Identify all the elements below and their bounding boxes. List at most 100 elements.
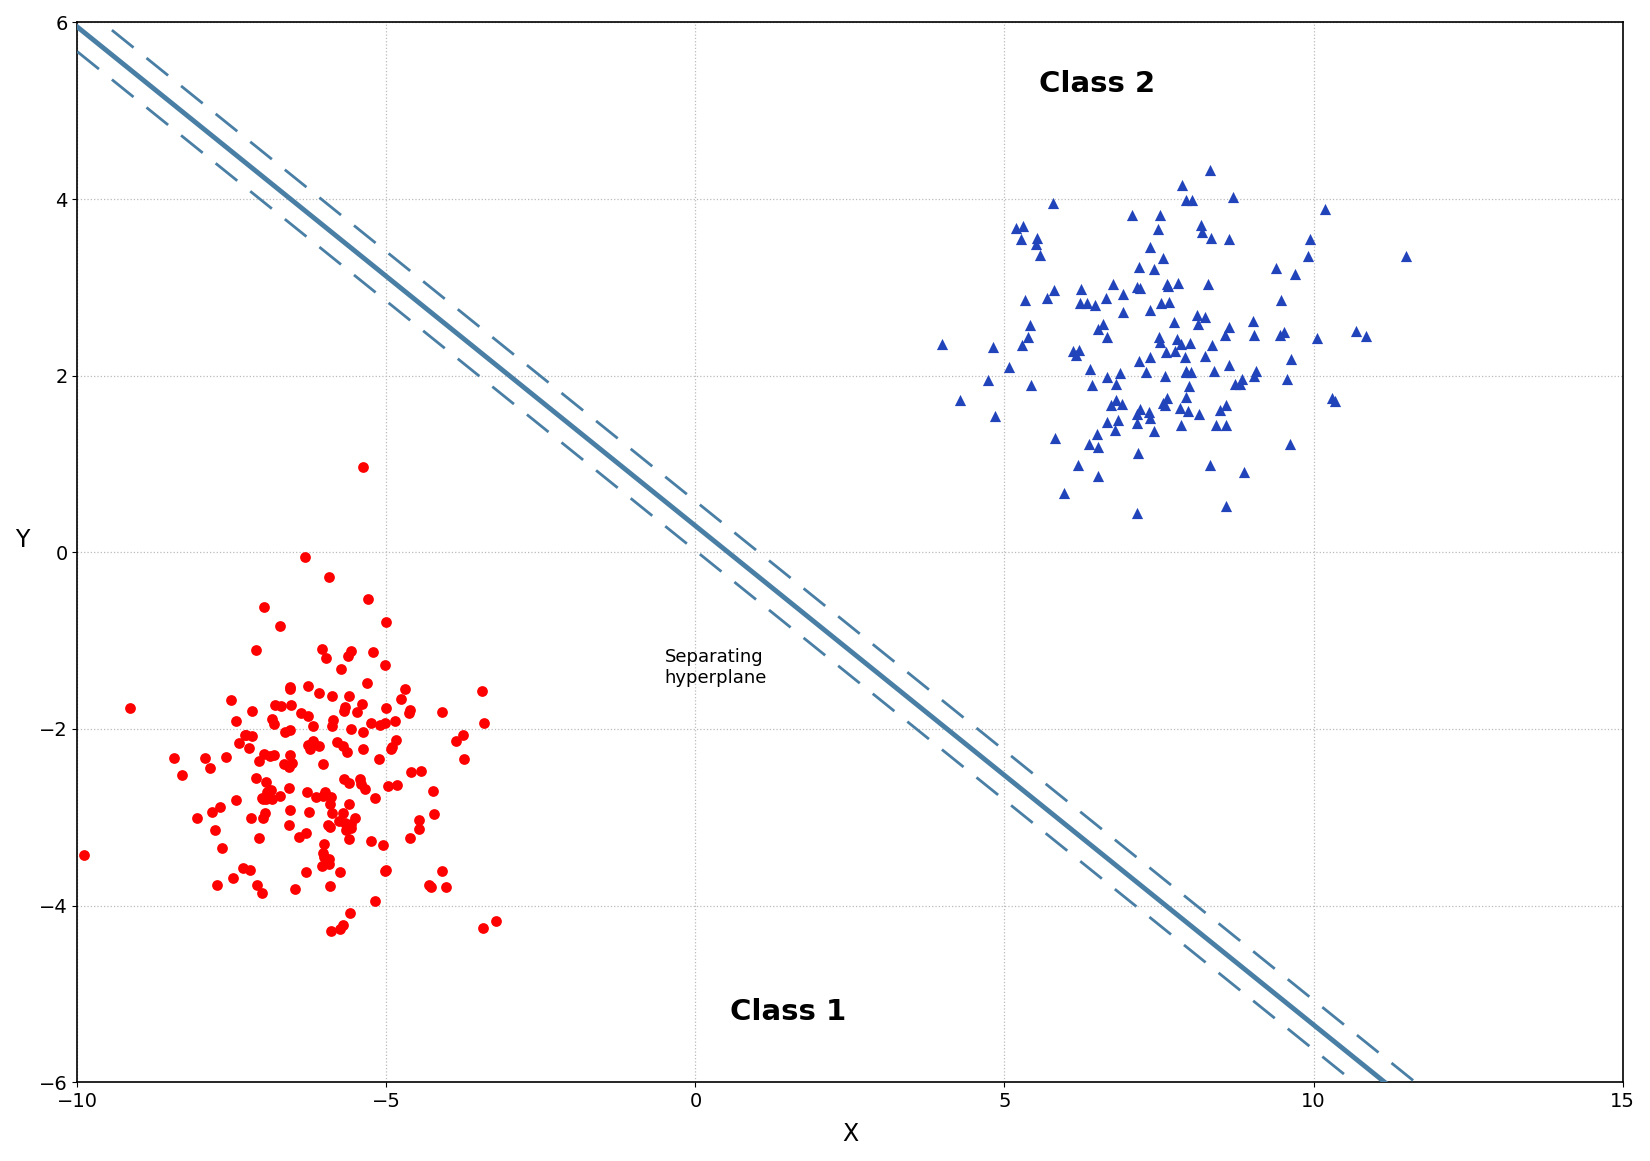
Point — [210, 838, 236, 857]
Point — [1196, 160, 1223, 179]
Point — [279, 695, 305, 714]
Point — [327, 920, 353, 938]
Point — [348, 774, 375, 793]
Point — [1188, 223, 1214, 241]
Point — [1140, 421, 1167, 440]
Point — [1074, 294, 1101, 312]
Point — [1216, 317, 1242, 336]
Point — [373, 699, 399, 717]
Point — [1076, 435, 1102, 454]
Point — [1213, 325, 1239, 344]
Point — [1262, 259, 1289, 277]
Point — [259, 709, 285, 728]
Point — [1084, 319, 1110, 338]
Point — [279, 753, 305, 772]
Point — [1173, 362, 1200, 381]
Point — [408, 762, 434, 780]
Point — [1198, 229, 1224, 247]
Point — [358, 714, 384, 733]
Point — [276, 779, 302, 798]
Point — [1270, 323, 1297, 341]
Point — [271, 755, 297, 773]
Point — [375, 777, 401, 795]
Point — [294, 783, 320, 801]
Point — [1241, 367, 1267, 385]
Point — [1125, 444, 1152, 462]
Point — [282, 880, 309, 899]
Point — [295, 803, 322, 822]
Point — [1312, 200, 1338, 218]
Point — [1186, 404, 1213, 423]
Point — [249, 885, 276, 903]
Point — [243, 769, 269, 787]
Point — [317, 877, 343, 895]
Point — [350, 723, 376, 742]
Point — [1026, 245, 1053, 264]
Point — [350, 457, 376, 476]
Point — [251, 789, 277, 808]
Point — [267, 787, 294, 806]
Point — [1099, 396, 1125, 414]
Point — [1140, 259, 1167, 277]
Point — [1153, 342, 1180, 361]
Point — [335, 794, 361, 813]
Point — [191, 749, 218, 767]
Point — [1175, 376, 1201, 395]
Point — [1104, 411, 1130, 430]
Point — [330, 770, 356, 788]
Point — [1089, 315, 1115, 333]
Point — [310, 844, 337, 863]
Point — [1239, 312, 1266, 331]
Point — [1231, 463, 1257, 482]
Point — [388, 690, 414, 708]
Point — [320, 712, 346, 730]
Point — [432, 878, 459, 896]
Point — [995, 358, 1021, 376]
Point — [406, 810, 432, 829]
Point — [469, 682, 495, 700]
Point — [309, 857, 335, 875]
Point — [384, 776, 411, 794]
Point — [358, 832, 384, 851]
Point — [251, 598, 277, 616]
Point — [396, 704, 422, 722]
Point — [1015, 327, 1041, 346]
Point — [338, 720, 365, 738]
Point — [1066, 294, 1092, 312]
Point — [1193, 346, 1219, 365]
Point — [1124, 404, 1150, 423]
Point — [244, 877, 271, 895]
Point — [366, 715, 393, 734]
Point — [1221, 188, 1247, 207]
Point — [223, 791, 249, 809]
Point — [361, 788, 388, 807]
Point — [330, 916, 356, 935]
Point — [383, 712, 409, 730]
Point — [318, 803, 345, 822]
Point — [261, 745, 287, 764]
Point — [383, 731, 409, 750]
Point — [442, 731, 469, 750]
Point — [243, 641, 269, 659]
Point — [310, 848, 337, 866]
Point — [398, 763, 424, 781]
Point — [333, 743, 360, 762]
Point — [335, 830, 361, 849]
Point — [1173, 388, 1200, 406]
Point — [1198, 336, 1224, 354]
Point — [380, 737, 406, 756]
Point — [1277, 434, 1304, 453]
Point — [1213, 396, 1239, 414]
Point — [229, 859, 256, 878]
Point — [1094, 412, 1120, 431]
Point — [1343, 322, 1370, 340]
Point — [373, 613, 399, 632]
Point — [300, 717, 327, 736]
Point — [1101, 421, 1127, 440]
Point — [1008, 336, 1035, 354]
Point — [1127, 399, 1153, 418]
Point — [348, 695, 375, 714]
Point — [1145, 221, 1172, 239]
Point — [1077, 360, 1104, 378]
Point — [1011, 290, 1038, 309]
